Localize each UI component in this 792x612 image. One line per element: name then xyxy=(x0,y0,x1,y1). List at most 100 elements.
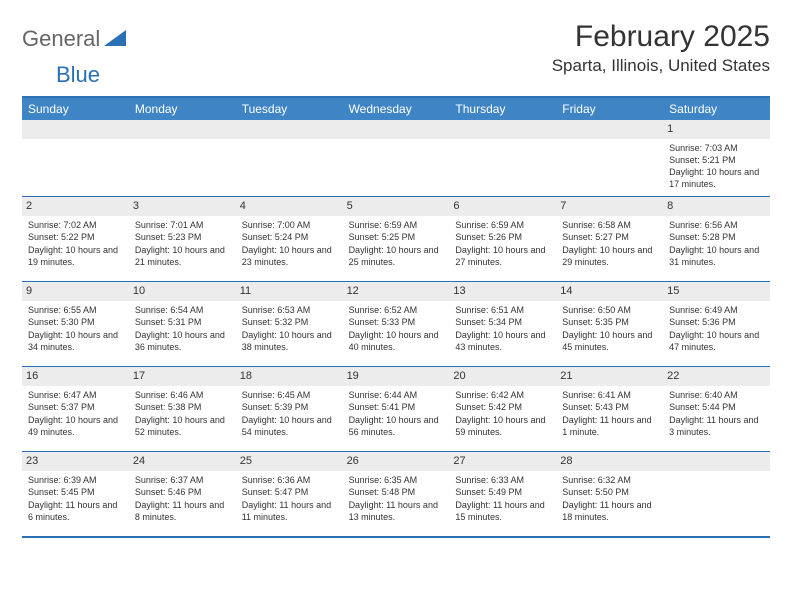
day-cell: 3Sunrise: 7:01 AMSunset: 5:23 PMDaylight… xyxy=(129,197,236,281)
day-number: 10 xyxy=(129,282,236,301)
day-cell: 28Sunrise: 6:32 AMSunset: 5:50 PMDayligh… xyxy=(556,452,663,536)
day-cell: 19 Sunrise: 6:44 AMSunset: 5:41 PMDayligh… xyxy=(343,367,450,451)
sunset-text: Sunset: 5:35 PM xyxy=(562,316,657,328)
day-info: Sunrise: 6:45 AMSunset: 5:39 PMDaylight:… xyxy=(240,389,339,438)
day-info: Sunrise: 6:32 AMSunset: 5:50 PMDaylight:… xyxy=(560,474,659,523)
daylight-text: Daylight: 10 hours and 59 minutes. xyxy=(455,414,550,438)
sunset-text: Sunset: 5:42 PM xyxy=(455,401,550,413)
sunset-text: Sunset: 5:39 PM xyxy=(242,401,337,413)
sunrise-text: Sunrise: 6:44 AM xyxy=(349,389,444,401)
daylight-text: Daylight: 11 hours and 15 minutes. xyxy=(455,499,550,523)
calendar: Sunday Monday Tuesday Wednesday Thursday… xyxy=(22,96,770,538)
sunset-text: Sunset: 5:44 PM xyxy=(669,401,764,413)
sunrise-text: Sunrise: 6:45 AM xyxy=(242,389,337,401)
day-info: Sunrise: 6:51 AMSunset: 5:34 PMDaylight:… xyxy=(453,304,552,353)
day-cell: 10Sunrise: 6:54 AMSunset: 5:31 PMDayligh… xyxy=(129,282,236,366)
week-row: 2 Sunrise: 7:02 AMSunset: 5:22 PMDaylight… xyxy=(22,197,770,282)
day-info: Sunrise: 7:03 AMSunset: 5:21 PMDaylight:… xyxy=(667,142,766,191)
day-info: Sunrise: 6:41 AMSunset: 5:43 PMDaylight:… xyxy=(560,389,659,438)
logo-text-blue-wrap: Blue xyxy=(56,62,792,88)
day-cell xyxy=(236,120,343,196)
day-info: Sunrise: 6:33 AMSunset: 5:49 PMDaylight:… xyxy=(453,474,552,523)
day-number: 23 xyxy=(22,452,129,471)
day-info: Sunrise: 6:35 AMSunset: 5:48 PMDaylight:… xyxy=(347,474,446,523)
day-info: Sunrise: 6:59 AMSunset: 5:25 PMDaylight:… xyxy=(347,219,446,268)
day-info: Sunrise: 6:52 AMSunset: 5:33 PMDaylight:… xyxy=(347,304,446,353)
day-cell xyxy=(449,120,556,196)
day-cell: 15Sunrise: 6:49 AMSunset: 5:36 PMDayligh… xyxy=(663,282,770,366)
daylight-text: Daylight: 10 hours and 45 minutes. xyxy=(562,329,657,353)
sunset-text: Sunset: 5:22 PM xyxy=(28,231,123,243)
daylight-text: Daylight: 10 hours and 34 minutes. xyxy=(28,329,123,353)
logo-text-blue: Blue xyxy=(56,62,100,87)
logo-triangle-icon xyxy=(104,26,126,52)
day-number: 20 xyxy=(449,367,556,386)
sunrise-text: Sunrise: 6:33 AM xyxy=(455,474,550,486)
sunrise-text: Sunrise: 6:54 AM xyxy=(135,304,230,316)
daylight-text: Daylight: 10 hours and 23 minutes. xyxy=(242,244,337,268)
daylight-text: Daylight: 10 hours and 27 minutes. xyxy=(455,244,550,268)
day-info: Sunrise: 6:59 AMSunset: 5:26 PMDaylight:… xyxy=(453,219,552,268)
day-number: 1 xyxy=(663,120,770,139)
daylight-text: Daylight: 10 hours and 56 minutes. xyxy=(349,414,444,438)
daylight-text: Daylight: 10 hours and 17 minutes. xyxy=(669,166,764,190)
day-info: Sunrise: 6:36 AMSunset: 5:47 PMDaylight:… xyxy=(240,474,339,523)
sunset-text: Sunset: 5:25 PM xyxy=(349,231,444,243)
day-number: 16 xyxy=(22,367,129,386)
sunrise-text: Sunrise: 6:50 AM xyxy=(562,304,657,316)
day-info: Sunrise: 6:53 AMSunset: 5:32 PMDaylight:… xyxy=(240,304,339,353)
day-cell: 16Sunrise: 6:47 AMSunset: 5:37 PMDayligh… xyxy=(22,367,129,451)
sunrise-text: Sunrise: 6:40 AM xyxy=(669,389,764,401)
daylight-text: Daylight: 10 hours and 54 minutes. xyxy=(242,414,337,438)
sunrise-text: Sunrise: 6:59 AM xyxy=(349,219,444,231)
day-info: Sunrise: 7:00 AMSunset: 5:24 PMDaylight:… xyxy=(240,219,339,268)
day-cell: 27Sunrise: 6:33 AMSunset: 5:49 PMDayligh… xyxy=(449,452,556,536)
day-number: 25 xyxy=(236,452,343,471)
weeks-container: 1 Sunrise: 7:03 AMSunset: 5:21 PMDaylight… xyxy=(22,120,770,538)
daylight-text: Daylight: 10 hours and 31 minutes. xyxy=(669,244,764,268)
day-number: 11 xyxy=(236,282,343,301)
day-number: 24 xyxy=(129,452,236,471)
week-row: 1 Sunrise: 7:03 AMSunset: 5:21 PMDaylight… xyxy=(22,120,770,197)
sunrise-text: Sunrise: 6:49 AM xyxy=(669,304,764,316)
day-cell: 18Sunrise: 6:45 AMSunset: 5:39 PMDayligh… xyxy=(236,367,343,451)
day-info: Sunrise: 7:02 AMSunset: 5:22 PMDaylight:… xyxy=(26,219,125,268)
day-info: Sunrise: 6:46 AMSunset: 5:38 PMDaylight:… xyxy=(133,389,232,438)
day-number: 19 xyxy=(343,367,450,386)
day-info: Sunrise: 6:49 AMSunset: 5:36 PMDaylight:… xyxy=(667,304,766,353)
day-cell xyxy=(663,452,770,536)
day-number: 5 xyxy=(343,197,450,216)
day-cell: 14Sunrise: 6:50 AMSunset: 5:35 PMDayligh… xyxy=(556,282,663,366)
day-header-sat: Saturday xyxy=(663,98,770,120)
sunset-text: Sunset: 5:30 PM xyxy=(28,316,123,328)
daylight-text: Daylight: 10 hours and 21 minutes. xyxy=(135,244,230,268)
day-info: Sunrise: 6:56 AMSunset: 5:28 PMDaylight:… xyxy=(667,219,766,268)
day-number: 2 xyxy=(22,197,129,216)
day-info: Sunrise: 6:44 AMSunset: 5:41 PMDaylight:… xyxy=(347,389,446,438)
daylight-text: Daylight: 10 hours and 25 minutes. xyxy=(349,244,444,268)
sunset-text: Sunset: 5:32 PM xyxy=(242,316,337,328)
day-cell: 7Sunrise: 6:58 AMSunset: 5:27 PMDaylight… xyxy=(556,197,663,281)
day-info: Sunrise: 6:42 AMSunset: 5:42 PMDaylight:… xyxy=(453,389,552,438)
day-info: Sunrise: 6:40 AMSunset: 5:44 PMDaylight:… xyxy=(667,389,766,438)
day-cell: 13 Sunrise: 6:51 AMSunset: 5:34 PMDayligh… xyxy=(449,282,556,366)
day-cell: 9Sunrise: 6:55 AMSunset: 5:30 PMDaylight… xyxy=(22,282,129,366)
day-number: 13 xyxy=(449,282,556,301)
day-cell: 5 Sunrise: 6:59 AMSunset: 5:25 PMDaylight… xyxy=(343,197,450,281)
sunrise-text: Sunrise: 7:00 AM xyxy=(242,219,337,231)
sunset-text: Sunset: 5:21 PM xyxy=(669,154,764,166)
day-cell: 12Sunrise: 6:52 AMSunset: 5:33 PMDayligh… xyxy=(343,282,450,366)
sunset-text: Sunset: 5:47 PM xyxy=(242,486,337,498)
sunset-text: Sunset: 5:46 PM xyxy=(135,486,230,498)
sunrise-text: Sunrise: 6:53 AM xyxy=(242,304,337,316)
day-info: Sunrise: 6:39 AMSunset: 5:45 PMDaylight:… xyxy=(26,474,125,523)
sunset-text: Sunset: 5:36 PM xyxy=(669,316,764,328)
day-cell: 21Sunrise: 6:41 AMSunset: 5:43 PMDayligh… xyxy=(556,367,663,451)
day-cell: 1 Sunrise: 7:03 AMSunset: 5:21 PMDaylight… xyxy=(663,120,770,196)
sunrise-text: Sunrise: 7:01 AM xyxy=(135,219,230,231)
sunrise-text: Sunrise: 6:42 AM xyxy=(455,389,550,401)
sunset-text: Sunset: 5:31 PM xyxy=(135,316,230,328)
daylight-text: Daylight: 11 hours and 13 minutes. xyxy=(349,499,444,523)
daylight-text: Daylight: 11 hours and 8 minutes. xyxy=(135,499,230,523)
sunrise-text: Sunrise: 6:55 AM xyxy=(28,304,123,316)
